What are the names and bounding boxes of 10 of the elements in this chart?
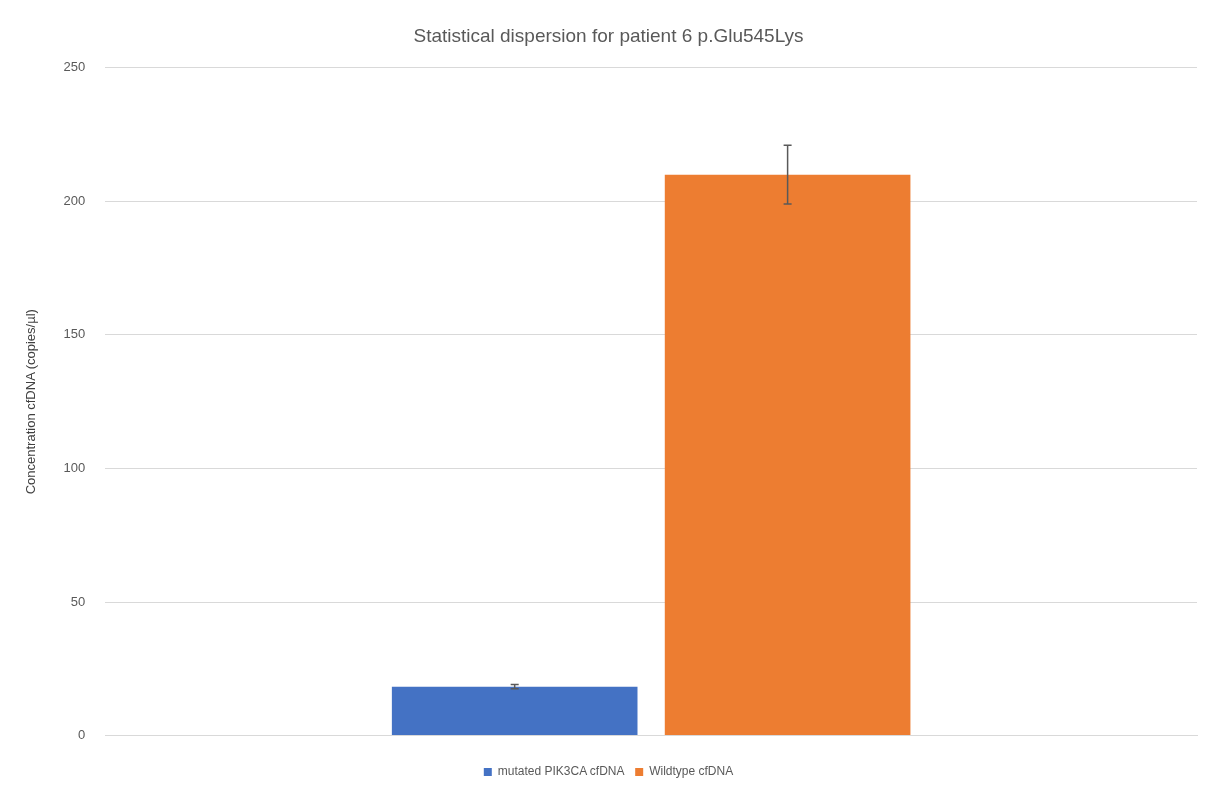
y-tick-label: 200 xyxy=(63,192,86,208)
y-tick-label: 100 xyxy=(63,460,86,476)
y-tick-label: 150 xyxy=(63,326,86,342)
chart-title: Statistical dispersion for patient 6 p.Glu545Lys xyxy=(413,24,804,46)
y-axis-title: Concentration cfDNA (copies/µl) xyxy=(23,309,39,495)
y-tick-label: 50 xyxy=(70,593,86,609)
legend-label: mutated PIK3CA cfDNA xyxy=(497,764,625,779)
y-tick-label: 250 xyxy=(63,59,86,75)
legend-label: Wildtype cfDNA xyxy=(649,764,734,779)
y-tick-label: 0 xyxy=(78,727,86,743)
